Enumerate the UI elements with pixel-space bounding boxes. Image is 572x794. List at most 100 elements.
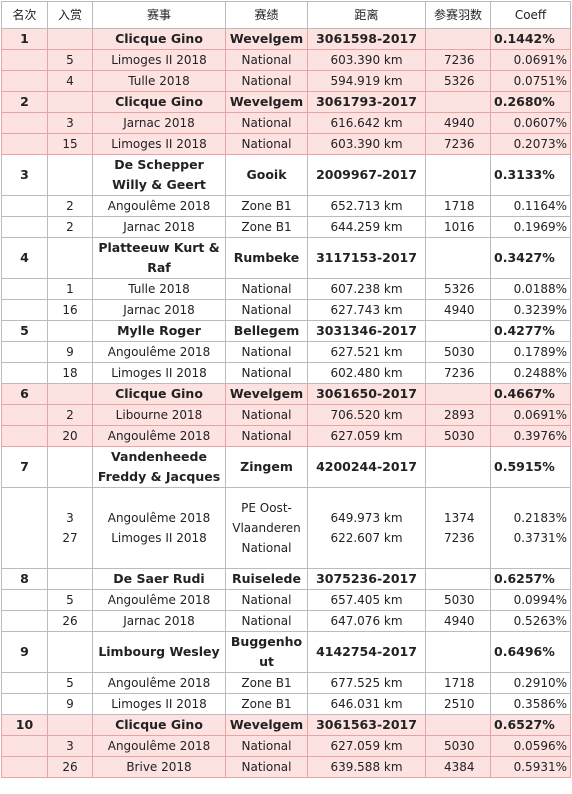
location: Wevelgem [225,91,308,113]
ring: 3061598-2017 [307,28,426,50]
coeff: 0.3427% [490,237,571,279]
rank: 5 [1,320,48,342]
count: 5030 [425,425,491,447]
empty [1,610,48,632]
distance: 652.713 km [307,195,426,217]
name: Clicque Gino [92,91,226,113]
coeff: 0.4667% [490,383,571,405]
count: 1374 7236 [425,487,491,569]
rank-row: 5 Mylle Roger Bellegem 3031346-2017 0.4277% [1,320,571,342]
result: National [225,70,308,92]
race-row: 9 Limoges II 2018 Zone B1 646.031 km 2510 0.3… [1,693,571,715]
race-row: 3 Jarnac 2018 National 616.642 km 4940 0.0607… [1,112,571,134]
empty [47,320,93,342]
distance: 677.525 km [307,672,426,694]
race: Limoges II 2018 [92,49,226,71]
distance: 639.588 km [307,756,426,778]
result: National [225,610,308,632]
race-coeff: 0.2073% [490,133,571,155]
header-row: 名次 入赏 赛事 赛绩 距离 参赛羽数 Coeff [1,1,571,29]
prize: 9 [47,693,93,715]
name: Clicque Gino [92,28,226,50]
column-header: Coeff [490,1,571,29]
column-header: 名次 [1,1,48,29]
empty [1,70,48,92]
prize: 3 [47,735,93,757]
count: 7236 [425,49,491,71]
prize: 18 [47,362,93,384]
empty [47,383,93,405]
column-header: 距离 [307,1,426,29]
result: National [225,278,308,300]
empty [47,568,93,590]
empty [47,446,93,488]
prize: 5 [47,589,93,611]
rank-row: 6 Clicque Gino Wevelgem 3061650-2017 0.4667% [1,383,571,405]
empty [425,320,491,342]
race-row: 26 Jarnac 2018 National 647.076 km 4940 0.526… [1,610,571,632]
location: Wevelgem [225,383,308,405]
prize: 3 27 [47,487,93,569]
ring: 2009967-2017 [307,154,426,196]
rank: 1 [1,28,48,50]
location: Ruiselede [225,568,308,590]
rank-row: 10 Clicque Gino Wevelgem 3061563-2017 0.6527… [1,714,571,736]
race-row: 2 Angoulême 2018 Zone B1 652.713 km 1718 0.11… [1,195,571,217]
race-coeff: 0.0994% [490,589,571,611]
result: National [225,425,308,447]
rank: 6 [1,383,48,405]
name: Vandenheede Freddy & Jacques [92,446,226,488]
result: National [225,756,308,778]
distance: 607.238 km [307,278,426,300]
result: Zone B1 [225,672,308,694]
prize: 1 [47,278,93,300]
race: Tulle 2018 [92,278,226,300]
rank: 9 [1,631,48,673]
count: 2510 [425,693,491,715]
distance: 627.059 km [307,425,426,447]
coeff: 0.2680% [490,91,571,113]
column-header: 参赛羽数 [425,1,491,29]
count: 7236 [425,362,491,384]
coeff: 0.6257% [490,568,571,590]
empty [1,735,48,757]
distance: 647.076 km [307,610,426,632]
empty [47,28,93,50]
prize: 16 [47,299,93,321]
empty [1,672,48,694]
race: Angoulême 2018 [92,735,226,757]
rank-row: 8 De Saer Rudi Ruiselede 3075236-2017 0.6257… [1,568,571,590]
prize: 2 [47,195,93,217]
distance: 627.743 km [307,299,426,321]
prize: 26 [47,756,93,778]
count: 4940 [425,299,491,321]
results-table: 名次 入赏 赛事 赛绩 距离 参赛羽数 Coeff 1 Clicque Gino Wevelge… [1,1,571,778]
result: National [225,404,308,426]
name: Limbourg Wesley [92,631,226,673]
race: Angoulême 2018 [92,672,226,694]
empty [1,299,48,321]
race-coeff: 0.3586% [490,693,571,715]
result: National [225,49,308,71]
distance: 627.059 km [307,735,426,757]
race: Limoges II 2018 [92,133,226,155]
count: 4940 [425,112,491,134]
prize: 5 [47,49,93,71]
location: Gooik [225,154,308,196]
empty [47,631,93,673]
result: National [225,735,308,757]
prize: 4 [47,70,93,92]
empty [1,589,48,611]
empty [1,693,48,715]
race-row: 18 Limoges II 2018 National 602.480 km 7236 0… [1,362,571,384]
rank: 2 [1,91,48,113]
empty [47,154,93,196]
column-header: 赛事 [92,1,226,29]
empty [425,568,491,590]
prize: 2 [47,216,93,238]
location: Bellegem [225,320,308,342]
name: Mylle Roger [92,320,226,342]
rank-row: 9 Limbourg Wesley Buggenhout 4142754-2017 0.… [1,631,571,673]
race-row: 2 Libourne 2018 National 706.520 km 2893 0.06… [1,404,571,426]
race: Angoulême 2018 [92,195,226,217]
